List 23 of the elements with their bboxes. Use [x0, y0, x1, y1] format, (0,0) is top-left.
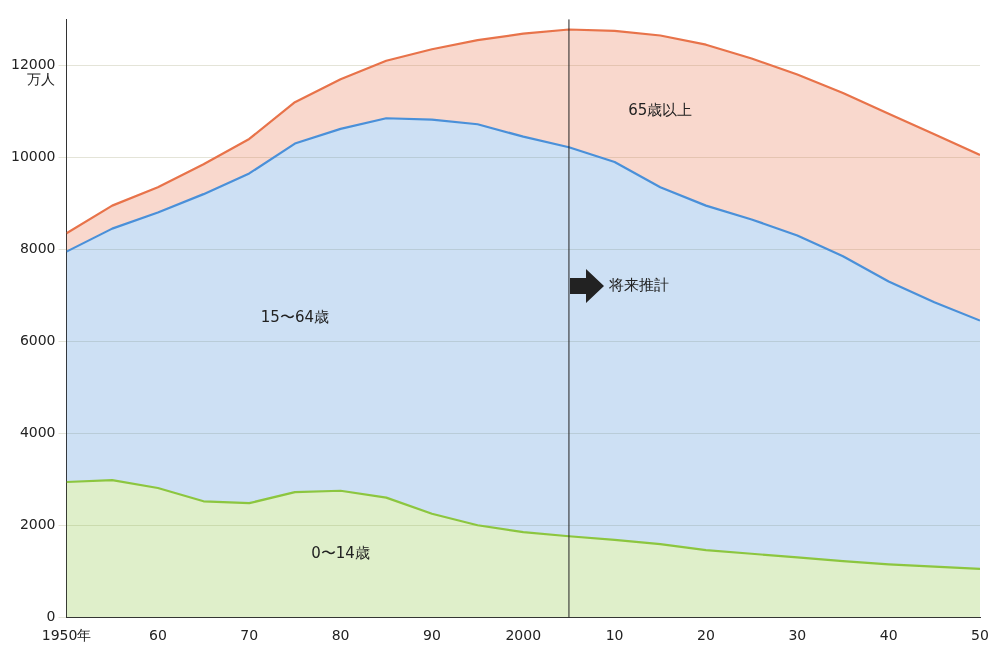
- x-tick-label: 10: [605, 627, 624, 644]
- y-axis-title: 万人: [26, 71, 55, 88]
- x-tick-label: 20: [697, 627, 715, 644]
- x-tick-label: 60: [148, 627, 167, 644]
- y-tick-label: 2000: [19, 515, 56, 532]
- ref-line-label: 将来推計: [607, 276, 669, 294]
- x-tick-label: 40: [879, 627, 898, 644]
- x-tick-label: 50: [971, 627, 989, 644]
- y-tick-label: 0: [46, 607, 56, 624]
- y-tick-label: 12000: [10, 56, 56, 73]
- x-tick-label: 70: [240, 627, 259, 644]
- x-tick-label: 90: [423, 627, 441, 644]
- series-label: 0〜14歳: [311, 543, 370, 562]
- x-tick-label: 2000: [505, 627, 542, 644]
- x-tick-label: 1950年: [41, 627, 92, 644]
- series-label: 15〜64歳: [260, 307, 329, 326]
- y-tick-label: 10000: [10, 147, 56, 164]
- x-tick-label: 30: [788, 627, 807, 644]
- y-tick-label: 8000: [19, 239, 56, 256]
- y-tick-label: 4000: [19, 423, 56, 440]
- x-tick-label: 80: [331, 627, 350, 644]
- y-tick-label: 6000: [19, 331, 56, 348]
- series-label: 65歳以上: [628, 101, 693, 120]
